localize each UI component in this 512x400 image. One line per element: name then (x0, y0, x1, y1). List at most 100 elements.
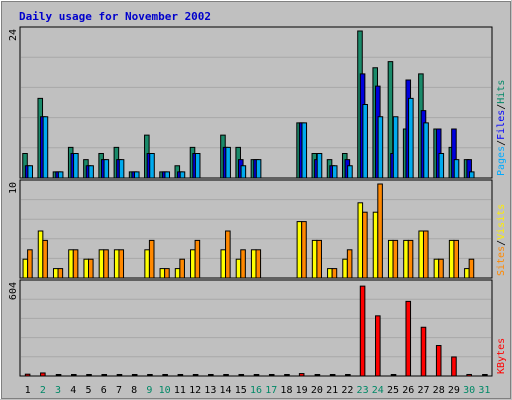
legend-entry: Sites (496, 246, 507, 276)
bar-visits (37, 230, 44, 279)
bar-sites (240, 249, 246, 279)
bar-pages (392, 116, 399, 179)
bar-pages (240, 165, 247, 179)
bar-pages (301, 122, 308, 179)
bar-pages (362, 104, 368, 179)
panel-hits-files-pages: 24 Pages/Files/Hits (8, 26, 507, 179)
x-tick-label: 9 (146, 385, 152, 396)
bar-kbytes (116, 374, 123, 376)
legend-entry: / (496, 140, 507, 146)
bar-visits (220, 249, 227, 279)
bar-kbytes (192, 374, 199, 376)
bar-sites (148, 239, 155, 279)
bar-kbytes (420, 326, 427, 377)
bar-kbytes (253, 374, 260, 376)
bar-sites (301, 221, 307, 279)
bar-visits (68, 249, 74, 279)
bar-sites (392, 239, 399, 279)
y-max-label: 10 (8, 182, 19, 194)
bar-pages (27, 165, 33, 179)
bar-visits (159, 268, 166, 279)
bar-sites (179, 258, 185, 279)
bar-sites (422, 230, 429, 279)
x-tick-label: 25 (387, 385, 399, 396)
bar-sites (407, 239, 414, 279)
bar-pages (316, 153, 323, 179)
panel-legend: Sites/Visits (496, 204, 507, 276)
bar-kbytes (405, 300, 412, 377)
bar-pages (331, 165, 338, 179)
bar-visits (174, 268, 181, 279)
bar-sites (438, 258, 444, 279)
x-tick-label: 6 (101, 385, 107, 396)
bar-kbytes (314, 374, 321, 376)
x-tick-label: 11 (174, 385, 186, 396)
bar-kbytes (482, 374, 488, 376)
bar-kbytes (131, 374, 138, 376)
bar-kbytes (390, 374, 397, 376)
bar-kbytes (177, 374, 184, 376)
x-tick-label: 17 (265, 385, 277, 396)
bar-pages (468, 171, 475, 179)
legend-entry: Pages (496, 146, 507, 176)
bar-visits (98, 249, 105, 279)
bar-kbytes (345, 374, 351, 376)
x-tick-label: 12 (189, 385, 201, 396)
bar-visits (372, 211, 379, 279)
bar-pages (133, 171, 140, 179)
bar-pages (179, 171, 186, 179)
bar-visits (235, 258, 242, 279)
bar-pages (57, 171, 64, 179)
x-tick-label: 29 (448, 385, 460, 396)
bar-kbytes (162, 374, 168, 376)
bar-visits (296, 221, 303, 279)
y-max-label: 604 (8, 282, 19, 300)
bar-visits (433, 258, 440, 279)
legend-entry: Visits (496, 204, 507, 240)
legend-entry: / (496, 240, 507, 246)
bar-pages (423, 122, 429, 179)
legend-entry: KBytes (496, 338, 507, 374)
bar-visits (342, 258, 348, 279)
bar-sites (57, 268, 64, 279)
bar-sites (42, 239, 48, 279)
bar-kbytes (298, 373, 305, 377)
bar-pages (103, 159, 110, 179)
bar-pages (438, 153, 445, 179)
bar-kbytes (71, 374, 77, 376)
bar-kbytes (435, 345, 442, 377)
bar-visits (387, 239, 394, 279)
bar-sites (118, 249, 125, 279)
y-max-label: 24 (8, 29, 19, 41)
panel-plot-area (19, 279, 493, 377)
x-tick-label: 13 (204, 385, 216, 396)
bar-visits (464, 268, 470, 279)
x-tick-label: 1 (25, 385, 31, 396)
bar-visits (250, 249, 257, 279)
bar-kbytes (147, 374, 153, 376)
x-tick-label: 23 (357, 385, 369, 396)
x-tick-label: 5 (86, 385, 92, 396)
bar-pages (73, 153, 79, 179)
bar-kbytes (40, 372, 46, 377)
bar-pages (164, 171, 171, 179)
chart-title: Daily usage for November 2002 (19, 10, 211, 23)
bar-visits (403, 239, 409, 279)
bar-kbytes (375, 315, 381, 377)
x-tick-label: 8 (131, 385, 137, 396)
x-tick-label: 7 (116, 385, 122, 396)
x-tick-label: 10 (159, 385, 171, 396)
x-tick-label: 4 (70, 385, 76, 396)
bar-pages (88, 165, 94, 179)
panel-legend: Pages/Files/Hits (496, 80, 507, 176)
x-tick-label: 15 (235, 385, 247, 396)
legend-entry: Files (496, 110, 507, 140)
x-tick-label: 19 (296, 385, 308, 396)
bar-pages (42, 116, 49, 179)
chart-panels: 24Pages/Files/Hits10Sites/Visits604KByte… (8, 26, 507, 377)
bar-visits (448, 239, 455, 279)
x-tick-label: 2 (40, 385, 46, 396)
bar-pages (408, 97, 414, 179)
bar-pages (149, 153, 155, 179)
